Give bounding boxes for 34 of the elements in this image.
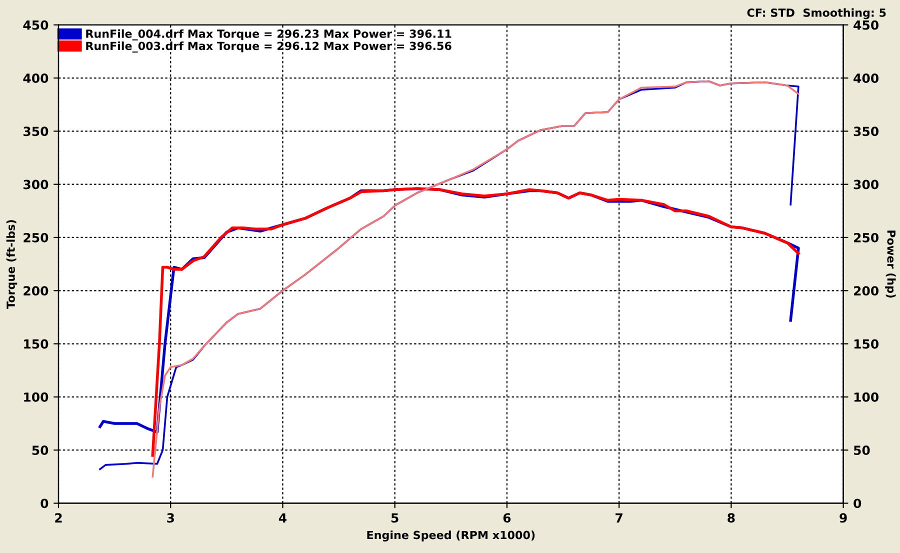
x-tick-label: 7 bbox=[616, 513, 622, 522]
y-axis-title: Torque (ft-lbs) bbox=[6, 220, 18, 309]
y2-tick-label: 200 bbox=[854, 286, 879, 296]
x-tick-label: 9 bbox=[840, 513, 847, 523]
x-tick-label: 3 bbox=[167, 513, 174, 523]
y2-tick-label: 450 bbox=[854, 20, 879, 30]
y2-tick-label: 300 bbox=[854, 180, 879, 190]
y-tick-label: 350 bbox=[24, 126, 48, 136]
y-tick-label: 200 bbox=[24, 286, 48, 296]
y2-tick-label: 250 bbox=[854, 232, 879, 242]
y2-tick-label: 150 bbox=[854, 339, 879, 349]
y-tick-label: 400 bbox=[23, 74, 48, 83]
x-tick-label: 5 bbox=[391, 513, 398, 523]
text: CF: STD Smoothing: 5 bbox=[747, 8, 886, 20]
y2-tick-label: 50 bbox=[854, 446, 870, 456]
x-tick-label: 8 bbox=[728, 513, 735, 523]
y-tick-label: 450 bbox=[23, 20, 48, 30]
y-tick-label: 0 bbox=[40, 498, 48, 508]
y2-tick-label: 100 bbox=[854, 392, 879, 402]
x-tick-label: 6 bbox=[503, 513, 511, 523]
x-tick-label: 2 bbox=[55, 513, 62, 522]
y-tick-label: 300 bbox=[24, 180, 48, 190]
y2-tick-label: 400 bbox=[854, 74, 879, 83]
y-tick-label: 100 bbox=[24, 392, 48, 402]
y2-tick-label: 0 bbox=[854, 498, 862, 508]
y2-axis-title: Power (hp) bbox=[885, 230, 896, 298]
y-tick-label: 150 bbox=[24, 339, 48, 349]
x-tick-label: 4 bbox=[278, 513, 287, 522]
legend-label: RunFile_003.drf Max Torque = 296.12 Max Power = 396.56 bbox=[86, 42, 452, 53]
y-tick-label: 50 bbox=[32, 446, 48, 456]
legend-label: RunFile_004.drf Max Torque = 296.23 Max Power = 396.11 bbox=[86, 29, 452, 40]
y2-tick-label: 350 bbox=[854, 126, 879, 136]
y-tick-label: 250 bbox=[24, 232, 48, 242]
x-axis-title: Engine Speed (RPM x1000) bbox=[367, 530, 535, 542]
